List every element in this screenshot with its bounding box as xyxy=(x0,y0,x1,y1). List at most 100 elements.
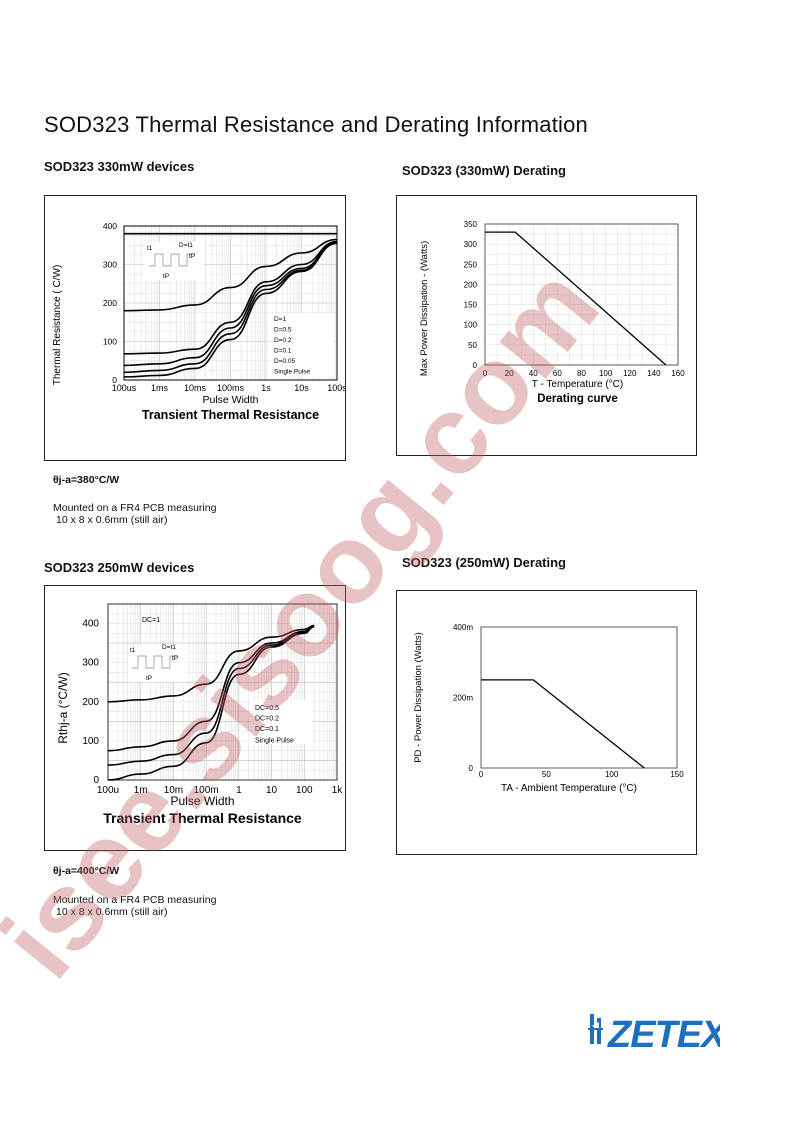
chart-250mw-svg: 0 100 200 300 400 100u 1m 10m 100m 1 10 100 1k Pulse … xyxy=(56,603,344,826)
legend-bg xyxy=(270,313,334,377)
derating-chart-250mw: 0 200m 400m 0 50 100 150 TA - Ambient Temperatu… xyxy=(396,590,697,855)
series-d-0-2 xyxy=(123,240,338,355)
series-dc-0-1 xyxy=(107,625,315,766)
chart-derating-330mw-svg: 0 50 100 150 200 250 300 350 0 20 40 60 80 100 120 140 1… xyxy=(419,220,685,405)
c1-inset-label-tp: tP xyxy=(189,253,195,260)
series-d-0-5 xyxy=(123,238,338,312)
x-tick-label: 100us xyxy=(112,383,137,393)
derating-line xyxy=(485,231,667,366)
derating-chart-330mw: 0 50 100 150 200 250 300 350 0 20 40 60 80 100 120 140 1… xyxy=(396,195,697,456)
y-tick-label: 200m xyxy=(453,694,473,703)
theta-ja-400: θj-a=400°C/W xyxy=(53,865,120,877)
x-tick-label: 100m xyxy=(194,785,219,796)
legend-item: D=0.05 xyxy=(274,358,296,365)
y-tick-label: 400 xyxy=(103,221,117,231)
derating-line xyxy=(481,679,645,769)
x-tick-label: 100s xyxy=(327,383,345,393)
y-tick-label: 200 xyxy=(103,298,117,308)
y-tick-label: 100 xyxy=(103,337,117,347)
c3-inset-label-tp: tP xyxy=(172,655,178,662)
x-tick-label: 10ms xyxy=(184,383,207,393)
x-tick-label: 140 xyxy=(647,369,661,378)
series-d-0-1 xyxy=(123,241,338,367)
mount-note-2: 10 x 8 x 0.6mm (still air) xyxy=(56,514,168,526)
y-tick-label: 0 xyxy=(93,775,99,786)
c1-inset-label-tp2: tP xyxy=(163,273,169,280)
legend-item: Single Pulse xyxy=(274,369,311,376)
legend-item: DC=0.1 xyxy=(255,726,279,733)
plot-frame xyxy=(123,225,338,381)
y-tick-label: 400 xyxy=(82,619,99,630)
chart-title: Derating curve xyxy=(537,393,618,405)
x-axis-label: Pulse Width xyxy=(170,794,234,808)
logo-text: ZETEX xyxy=(607,1014,720,1054)
c1-inset-label-t1: t1 xyxy=(147,245,153,252)
y-tick-label: 300 xyxy=(103,260,117,270)
x-tick-label: 1k xyxy=(332,785,344,796)
c3-inset-label-d: D=t1 xyxy=(162,644,176,651)
legend-item: DC=0.5 xyxy=(255,705,279,712)
zetex-logo: ZETEX xyxy=(588,1008,730,1056)
y-axis-label: Max Power Dissipation - (Watts) xyxy=(419,241,430,376)
x-tick-label: 10s xyxy=(294,383,309,393)
x-tick-label: 100u xyxy=(97,785,119,796)
legend-bg xyxy=(251,700,313,744)
c3-inset-label-tp2: tP xyxy=(146,675,152,682)
c3-inset-pulses xyxy=(132,655,178,669)
mount-note-3: Mounted on a FR4 PCB measuring xyxy=(53,894,217,906)
chart-title: Transient Thermal Resistance xyxy=(142,408,319,422)
page-title: SOD323 Thermal Resistance and Derating I… xyxy=(44,112,588,137)
y-tick-label: 300 xyxy=(82,658,99,669)
transient-thermal-chart-250mw: 0 100 200 300 400 100u 1m 10m 100m 1 10 100 1k Pulse … xyxy=(44,585,346,851)
x-tick-label: 100 xyxy=(599,369,613,378)
y-tick-label: 150 xyxy=(464,301,478,310)
x-axis-label: Pulse Width xyxy=(202,394,258,406)
y-axis-label: PD - Power Dissipation (Watts) xyxy=(413,632,424,763)
c1-inset-bg xyxy=(145,242,203,280)
theta-ja-380: θj-a=380°C/W xyxy=(53,474,120,486)
x-tick-label: 50 xyxy=(542,770,551,779)
plot-frame xyxy=(484,223,679,366)
mount-note-4: 10 x 8 x 0.6mm (still air) xyxy=(56,906,168,918)
legend-item: D=1 xyxy=(274,316,286,323)
chart-derating-250mw-svg: 0 200m 400m 0 50 100 150 TA - Ambient Temperatu… xyxy=(413,623,684,794)
chart-330mw-svg: 0 100 200 300 400 100us 1ms 10ms 100ms 1s 10s 100s P… xyxy=(52,221,347,422)
plot-frame xyxy=(480,626,678,769)
x-tick-label: 1s xyxy=(261,383,271,393)
y-axis-label: Rthj-a (°C/W) xyxy=(56,672,70,743)
x-tick-label: 100ms xyxy=(217,383,245,393)
y-tick-label: 250 xyxy=(464,260,478,269)
x-tick-label: 10 xyxy=(266,785,278,796)
series-d-0-05 xyxy=(123,242,338,374)
c1-inset-label-d: D=t1 xyxy=(179,242,193,249)
section-title-250mw-devices: SOD323 250mW devices xyxy=(44,560,195,575)
mount-note-1: Mounted on a FR4 PCB measuring xyxy=(53,502,217,514)
legend-item: DC=1 xyxy=(142,617,160,624)
section-title-250mw-derating: SOD323 (250mW) Derating xyxy=(402,555,566,570)
y-tick-label: 100 xyxy=(464,321,478,330)
legend-item: D=0.2 xyxy=(274,337,292,344)
series-single-pulse xyxy=(123,242,338,378)
y-tick-label: 0 xyxy=(473,361,478,370)
y-tick-label: 200 xyxy=(464,280,478,289)
x-tick-label: 1m xyxy=(134,785,148,796)
y-tick-label: 300 xyxy=(464,240,478,249)
x-axis-label: TA - Ambient Temperature (°C) xyxy=(501,783,637,794)
x-tick-label: 100 xyxy=(296,785,313,796)
series-single-pulse xyxy=(107,625,315,781)
x-tick-label: 40 xyxy=(529,369,538,378)
y-tick-label: 0 xyxy=(112,375,117,385)
x-tick-label: 80 xyxy=(577,369,586,378)
section-title-330mw-derating: SOD323 (330mW) Derating xyxy=(402,163,566,178)
y-tick-label: 200 xyxy=(82,697,99,708)
transient-thermal-chart-330mw: 0 100 200 300 400 100us 1ms 10ms 100ms 1s 10s 100s P… xyxy=(44,195,347,461)
c3-inset-bg xyxy=(128,644,186,682)
section-title-330mw-devices: SOD323 330mW devices xyxy=(44,159,195,174)
x-tick-label: 1 xyxy=(236,785,242,796)
x-tick-label: 150 xyxy=(670,770,684,779)
legend-item: Single Pulse xyxy=(255,738,294,745)
x-tick-label: 10m xyxy=(164,785,183,796)
y-tick-label: 400m xyxy=(453,623,473,632)
x-tick-label: 0 xyxy=(483,369,488,378)
series-dc-0-5 xyxy=(107,624,315,703)
